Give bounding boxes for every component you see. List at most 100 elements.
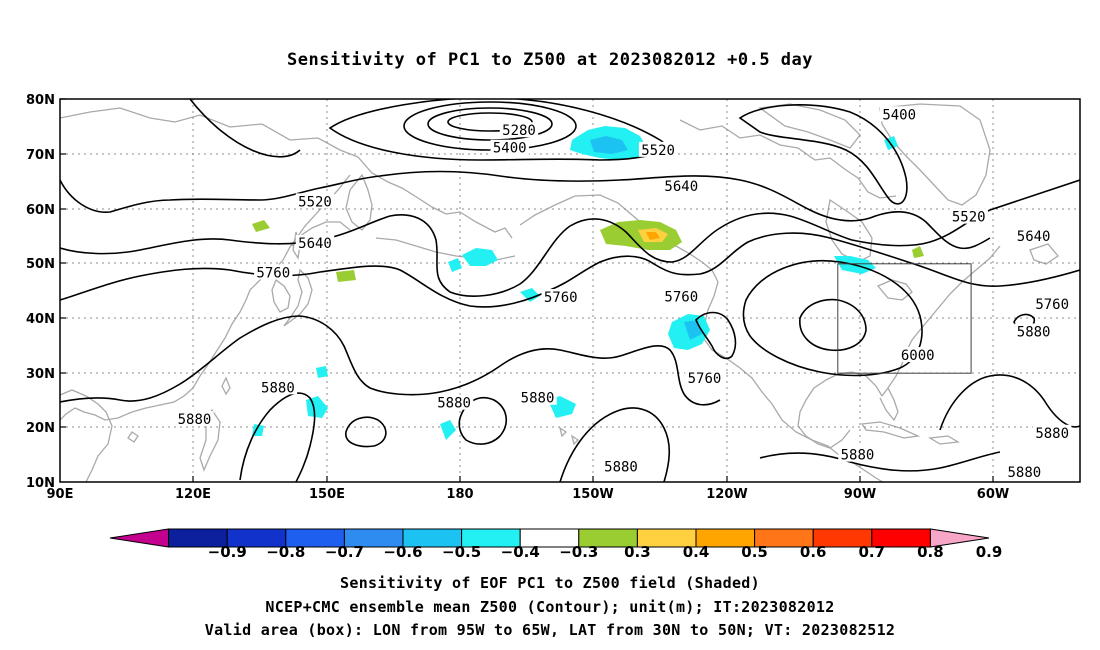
- contour-label-bg: [1014, 323, 1053, 339]
- contour-label-bg: [662, 288, 701, 304]
- caption-valid-area: Valid area (box): LON from 95W to 65W, L…: [204, 621, 896, 639]
- contour-label: 5880: [521, 391, 555, 407]
- lat-label-10n: 10N: [26, 476, 55, 491]
- coastline-gulf: [797, 371, 883, 449]
- coastline-east-coast: [881, 245, 1001, 397]
- contour-label: 5400: [882, 107, 916, 123]
- contour-label: 5760: [544, 290, 578, 306]
- shade-patch-aleutian-1: [462, 248, 498, 266]
- contour-label: 5640: [298, 236, 332, 252]
- contour-label: 5640: [664, 179, 698, 195]
- contour-label: 5760: [664, 290, 698, 306]
- contour-label-bg: [295, 234, 335, 250]
- colorbar-tick-label: 0.8: [917, 543, 944, 561]
- contour-label-bg: [1005, 464, 1044, 480]
- contour-label-bg: [1032, 296, 1072, 312]
- contour-5280-inner-a: [447, 112, 533, 132]
- contour-label-bg: [662, 177, 701, 193]
- contour-label: 5760: [1035, 297, 1069, 313]
- shade-patch-green-3: [912, 246, 924, 258]
- lon-label-150e: 150E: [309, 487, 345, 502]
- contour-5880-closed-a: [345, 416, 387, 448]
- colorbar-tick-label: −0.7: [325, 543, 364, 561]
- contour-label: 5880: [1008, 465, 1042, 481]
- coastline-arctic-islands: [758, 103, 861, 149]
- contour-label-bg: [879, 106, 919, 122]
- coastline-indochina: [60, 389, 113, 482]
- shade-patch-aleutian-3: [520, 288, 540, 302]
- coastline-newfoundland: [1029, 243, 1059, 265]
- lat-label-20n: 20N: [26, 421, 55, 436]
- colorbar-tick-label: −0.4: [501, 543, 540, 561]
- contour-5760-low: [695, 311, 737, 360]
- contour-label: 5880: [1017, 325, 1051, 341]
- contour-label: 6000: [901, 348, 935, 364]
- contour-label-bg: [295, 193, 335, 209]
- coastline-hispaniola: [928, 435, 960, 445]
- lat-label-40n: 40N: [26, 312, 55, 327]
- lon-label-60w: 60W: [977, 487, 1009, 502]
- contour-label-bg: [1014, 227, 1053, 243]
- colorbar-tick-label: 0.9: [976, 543, 1003, 561]
- sensitivity-shading: [252, 126, 924, 440]
- contour-5880-pacific-ridge: [60, 315, 721, 406]
- gridlines: [60, 99, 1080, 482]
- coastlines: [60, 103, 1059, 482]
- lon-label-120e: 120E: [175, 487, 211, 502]
- contour-label-bg: [601, 458, 641, 474]
- contour-label: 5760: [256, 265, 290, 281]
- colorbar-tick-label: 0.3: [624, 543, 651, 561]
- contour-5880-caribbean: [759, 451, 1001, 472]
- contour-label-bg: [254, 264, 293, 280]
- colorbar-tick-label: 0.7: [859, 543, 886, 561]
- shade-patch-tropic-3: [316, 366, 328, 378]
- coastline-kamchatka: [345, 173, 373, 231]
- chart-title: Sensitivity of PC1 to Z500 at 2023082012…: [286, 50, 813, 70]
- contour-label: 5280: [502, 123, 536, 139]
- contour-label-bg: [541, 289, 580, 305]
- contour-label: 5760: [688, 371, 722, 387]
- longitude-labels: 90E 120E 150E 180 150W 120W 90W 60W: [47, 487, 1010, 502]
- caption-shading: Sensitivity of EOF PC1 to Z500 field (Sh…: [340, 574, 760, 592]
- contour-labels: 5280 5400 5520 5400 5640 5520 5520 5640 5640 5760…: [175, 106, 1072, 481]
- coastline-hawaii: [558, 426, 580, 446]
- colorbar-tick-label: −0.5: [442, 543, 481, 561]
- contour-5640-west: [60, 179, 1080, 297]
- contour-6000: [799, 298, 867, 352]
- contour-label-bg: [518, 389, 557, 405]
- lon-label-90w: 90W: [844, 487, 876, 502]
- coastline-taiwan: [221, 376, 231, 396]
- contour-5880-tropic: [458, 396, 507, 445]
- contour-label-bg: [175, 411, 214, 427]
- contour-label: 5880: [261, 380, 295, 396]
- lat-label-50n: 50N: [26, 257, 55, 272]
- contour-5880-south: [239, 392, 316, 482]
- contour-5520-arctic: [189, 99, 301, 158]
- valid-area-box: [837, 263, 972, 374]
- shade-patch-gulf-alaska-orange: [646, 232, 660, 240]
- contour-5880-high: [742, 260, 923, 377]
- contour-label: 5400: [493, 141, 527, 157]
- colorbar-tick-label: −0.9: [208, 543, 247, 561]
- contour-label: 5520: [298, 194, 332, 210]
- tick-marks: [60, 98, 994, 482]
- shade-patch-green-1: [252, 220, 270, 232]
- contour-label: 5880: [604, 460, 638, 476]
- shade-patch-arctic-core: [590, 136, 628, 154]
- contour-label: 5640: [1017, 229, 1051, 245]
- contour-label: 5520: [641, 143, 675, 159]
- lat-label-70n: 70N: [26, 148, 55, 163]
- coastline-hainan: [127, 431, 139, 443]
- colorbar-tick-label: −0.8: [266, 543, 305, 561]
- contour-label-bg: [949, 208, 988, 224]
- coastline-japan: [283, 268, 313, 327]
- contour-label-bg: [685, 370, 724, 386]
- coastline-philippines: [199, 408, 221, 472]
- contour-label-bg: [838, 446, 877, 462]
- colorbar-tick-label: −0.6: [383, 543, 422, 561]
- contour-label-bg: [258, 379, 298, 395]
- contour-5880-east: [939, 374, 1080, 431]
- coastline-cuba: [860, 421, 921, 439]
- lat-label-60n: 60N: [26, 203, 55, 218]
- shade-patch-green-2: [336, 270, 356, 282]
